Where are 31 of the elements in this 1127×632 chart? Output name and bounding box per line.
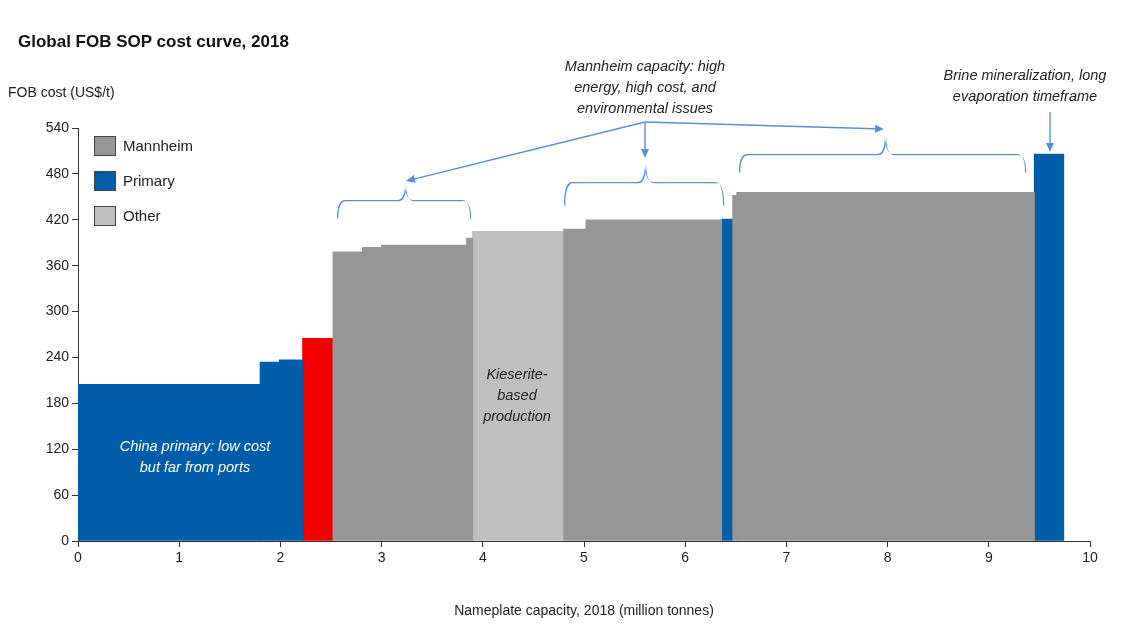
y-axis-title: FOB cost (US$/t) (8, 84, 115, 100)
annotation: Kieserite-based production (482, 365, 552, 426)
y-tick-label: 180 (45, 394, 70, 411)
y-tick-label: 60 (53, 485, 70, 502)
x-axis-title: Nameplate capacity, 2018 (million tonnes) (454, 602, 714, 619)
text: Mannheim capacity: high energy, high cost, and environmental issues (563, 57, 727, 118)
y-tick-label: 300 (45, 302, 70, 319)
x-tick-label: 1 (175, 549, 184, 566)
y-tick-label: 120 (45, 440, 70, 457)
y-tick-label: 240 (45, 348, 70, 365)
x-tick-label: 2 (276, 549, 285, 566)
x-tick-label: 3 (377, 549, 386, 566)
legend-label: Other (123, 207, 161, 224)
annotation: China primary: low cost but far from ports (118, 437, 272, 477)
legend-label: Primary (123, 172, 175, 189)
y-tick-label: 480 (45, 164, 70, 181)
y-tick-label: 540 (45, 118, 70, 135)
legend-label: Mannheim (123, 137, 194, 154)
x-tick-label: 5 (580, 549, 589, 566)
y-tick-label: 0 (61, 531, 70, 548)
y-tick-label: 360 (45, 256, 70, 273)
x-tick-label: 6 (681, 549, 690, 566)
x-tick-label: 4 (478, 549, 487, 566)
text: Brine mineralization, long evaporation timeframe (942, 66, 1108, 106)
x-tick-label: 7 (782, 549, 791, 566)
chart-title: Global FOB SOP cost curve, 2018 (18, 32, 289, 52)
y-tick-label: 420 (45, 210, 70, 227)
x-tick-label: 8 (883, 549, 892, 566)
x-tick-label: 10 (1082, 549, 1098, 566)
x-tick-label: 0 (74, 549, 83, 566)
x-tick-label: 9 (984, 549, 993, 566)
